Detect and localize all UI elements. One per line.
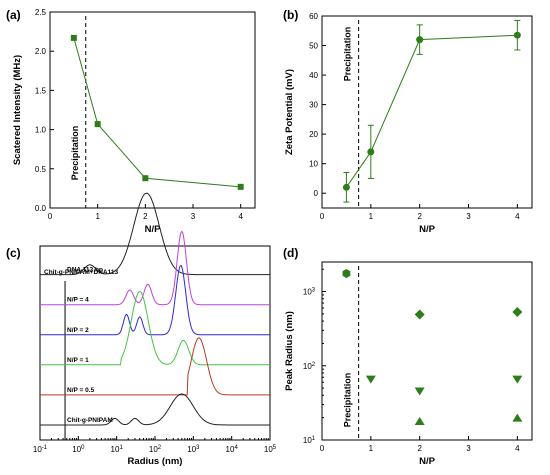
y-tick-label: 101 xyxy=(303,436,316,445)
data-point xyxy=(237,183,244,190)
data-point xyxy=(367,148,375,156)
x-tick-label: 10-1 xyxy=(33,445,48,454)
x-tick-label: 4 xyxy=(238,212,243,221)
x-tick-label: 103 xyxy=(187,445,200,454)
chart-title: Chit-g-PNIPAM+DNA113 xyxy=(44,269,118,276)
data-point-hexagon xyxy=(342,268,351,278)
data-point xyxy=(513,31,521,39)
x-tick-label: 100 xyxy=(72,445,85,454)
y-axis-title: Zeta Potential (mV) xyxy=(284,69,295,155)
x-tick-label: 102 xyxy=(149,445,162,454)
y-tick-label: 10 xyxy=(309,160,318,169)
precipitation-annotation: Precipitation xyxy=(343,373,353,428)
data-point-diamond xyxy=(512,307,523,318)
y-tick-label: 0 xyxy=(314,189,319,198)
distribution-curve xyxy=(40,192,270,276)
data-point xyxy=(416,36,424,44)
y-tick-label: 40 xyxy=(309,71,318,80)
x-tick-label: 104 xyxy=(226,445,239,454)
x-tick-label: 101 xyxy=(111,445,124,454)
y-axis-title: Peak Radius (nm) xyxy=(284,311,295,391)
precipitation-annotation: Precipitation xyxy=(343,27,353,82)
x-tick-label: 1 xyxy=(95,212,100,221)
x-tick-label: 3 xyxy=(191,212,196,221)
plot-frame xyxy=(49,11,256,209)
data-point-triangle-down xyxy=(365,375,376,384)
x-tick-label: 4 xyxy=(515,212,520,221)
series-label: DNA 113 bp xyxy=(67,267,103,274)
x-tick-label: 1 xyxy=(369,444,374,453)
x-axis-title: N/P xyxy=(145,224,162,235)
y-tick-label: 103 xyxy=(303,288,316,297)
y-tick-label: 60 xyxy=(309,12,318,21)
data-point xyxy=(142,175,149,182)
x-tick-label: 2 xyxy=(143,212,148,221)
x-axis-title: N/P xyxy=(419,456,436,467)
y-tick-label: 0.0 xyxy=(35,204,47,213)
x-tick-label: 4 xyxy=(515,444,520,453)
distribution-curve xyxy=(40,230,270,306)
y-tick-label: 1.0 xyxy=(35,126,47,135)
panel-label: (c) xyxy=(6,246,21,260)
series-line xyxy=(73,37,241,188)
x-tick-label: 2 xyxy=(417,444,422,453)
x-tick-label: 3 xyxy=(466,212,471,221)
x-tick-label: 0 xyxy=(48,212,53,221)
data-point xyxy=(94,121,101,128)
distribution-curve xyxy=(40,393,270,426)
y-tick-label: 30 xyxy=(309,101,318,110)
x-axis-title: Radius (nm) xyxy=(128,456,183,467)
x-tick-label: 2 xyxy=(417,212,422,221)
plot-frame xyxy=(321,15,533,209)
y-tick-label: 2.5 xyxy=(35,8,47,17)
data-point-triangle-down xyxy=(414,387,425,396)
x-tick-label: 0 xyxy=(320,212,325,221)
panel-d: (d) 0 1 2 3 4 101 102 103 N/P Peak Radius (nm) Prec… xyxy=(283,246,533,467)
x-tick-label: 3 xyxy=(466,444,471,453)
x-tick-label: 105 xyxy=(264,445,277,454)
distribution-curve xyxy=(40,290,270,366)
panel-label: (a) xyxy=(6,8,21,22)
y-tick-label: 1.5 xyxy=(35,86,47,95)
panel-label: (b) xyxy=(283,8,298,22)
data-point-triangle-down xyxy=(512,375,523,384)
plot-frame xyxy=(321,261,533,441)
data-point xyxy=(70,34,77,41)
series-label: N/P = 2 xyxy=(67,327,89,334)
y-axis-title: Scatered Intensity (MHz) xyxy=(12,55,23,165)
series-label: N/P = 1 xyxy=(67,357,89,364)
series-line xyxy=(346,34,518,188)
data-point-triangle-up xyxy=(414,417,425,426)
data-point-triangle-up xyxy=(512,413,523,422)
y-tick-label: 20 xyxy=(309,130,318,139)
data-point xyxy=(342,183,350,191)
y-tick-label: 2.0 xyxy=(35,47,47,56)
series-label: N/P = 4 xyxy=(67,297,89,304)
panel-a: (a) 0 1 2 3 4 0.0 0.5 1.0 1.5 2.0 2.5 N/P Scatered In… xyxy=(6,8,256,235)
series-label: N/P = 0.5 xyxy=(67,387,95,394)
x-axis-title: N/P xyxy=(419,224,436,235)
y-tick-label: 50 xyxy=(309,42,318,51)
data-point-diamond xyxy=(414,309,425,320)
y-tick-label: 102 xyxy=(303,362,316,371)
distribution-curve xyxy=(40,265,270,336)
x-tick-label: 0 xyxy=(320,444,325,453)
series-label: Chit-g-PNIPAM xyxy=(67,417,113,424)
x-tick-label: 1 xyxy=(369,212,374,221)
distribution-curve xyxy=(40,337,270,396)
y-tick-label: 0.5 xyxy=(35,165,47,174)
panel-label: (d) xyxy=(283,246,298,260)
precipitation-annotation: Precipitation xyxy=(70,126,80,181)
